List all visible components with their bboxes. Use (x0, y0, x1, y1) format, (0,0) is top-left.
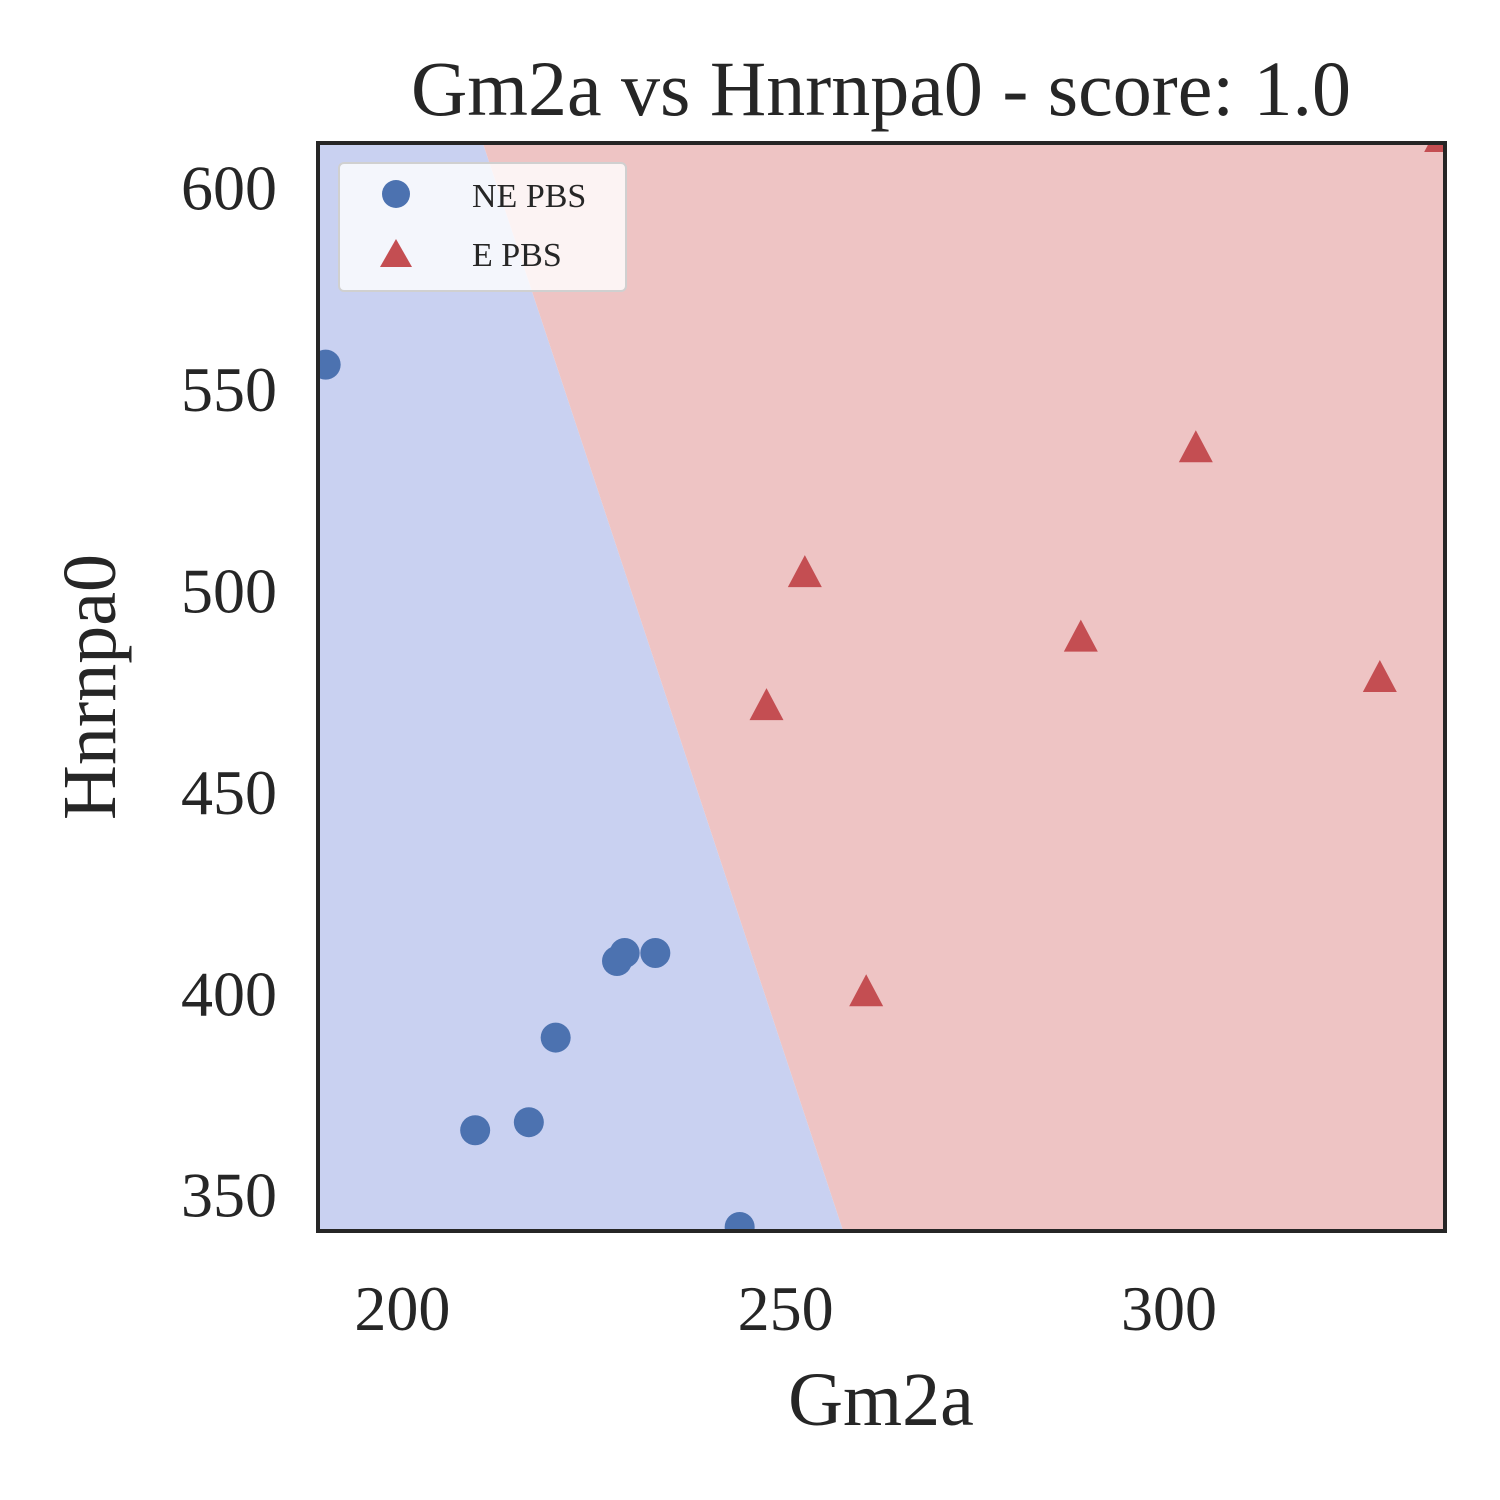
y-tick-label-5: 600 (181, 152, 277, 223)
y-tick-label-3: 500 (181, 555, 277, 626)
y-tick-label-0: 350 (181, 1160, 277, 1231)
legend-label-e-pbs: E PBS (472, 237, 562, 274)
point-ne-pbs-1 (460, 1115, 491, 1146)
point-e-pbs-0 (749, 688, 784, 721)
e-pbs-decision-region (482, 143, 1445, 1231)
legend-label-ne-pbs: NE PBS (472, 178, 586, 215)
ne-pbs-decision-region (318, 143, 844, 1231)
y-axis-label: Hnrnpa0 (48, 554, 132, 820)
point-e-pbs-3 (1063, 619, 1098, 652)
y-tick-label-1: 400 (181, 958, 277, 1029)
x-axis-label: Gm2a (788, 1358, 974, 1442)
legend-box (338, 162, 627, 292)
legend-marker-e-pbs (380, 239, 412, 267)
x-tick-label-2: 300 (1121, 1273, 1217, 1344)
point-e-pbs-1 (787, 555, 822, 588)
point-e-pbs-5 (1362, 659, 1397, 692)
point-ne-pbs-0 (318, 349, 341, 380)
point-ne-pbs-3 (540, 1022, 571, 1053)
chart-title: Gm2a vs Hnrnpa0 - score: 1.0 (411, 45, 1351, 132)
x-tick-label-1: 250 (738, 1273, 834, 1344)
point-e-pbs-2 (849, 974, 884, 1007)
legend: NE PBS E PBS (338, 162, 627, 292)
legend-marker-ne-pbs (382, 180, 410, 208)
point-ne-pbs-2 (513, 1107, 544, 1138)
point-ne-pbs-6 (640, 937, 671, 968)
plot-frame (316, 141, 1447, 1233)
point-e-pbs-4 (1178, 430, 1213, 463)
y-tick-label-2: 450 (181, 757, 277, 828)
point-ne-pbs-5 (609, 937, 640, 968)
y-tick-label-4: 550 (181, 354, 277, 425)
x-tick-label-0: 200 (354, 1273, 450, 1344)
point-ne-pbs-7 (724, 1211, 755, 1231)
point-e-pbs-6 (1424, 143, 1445, 152)
